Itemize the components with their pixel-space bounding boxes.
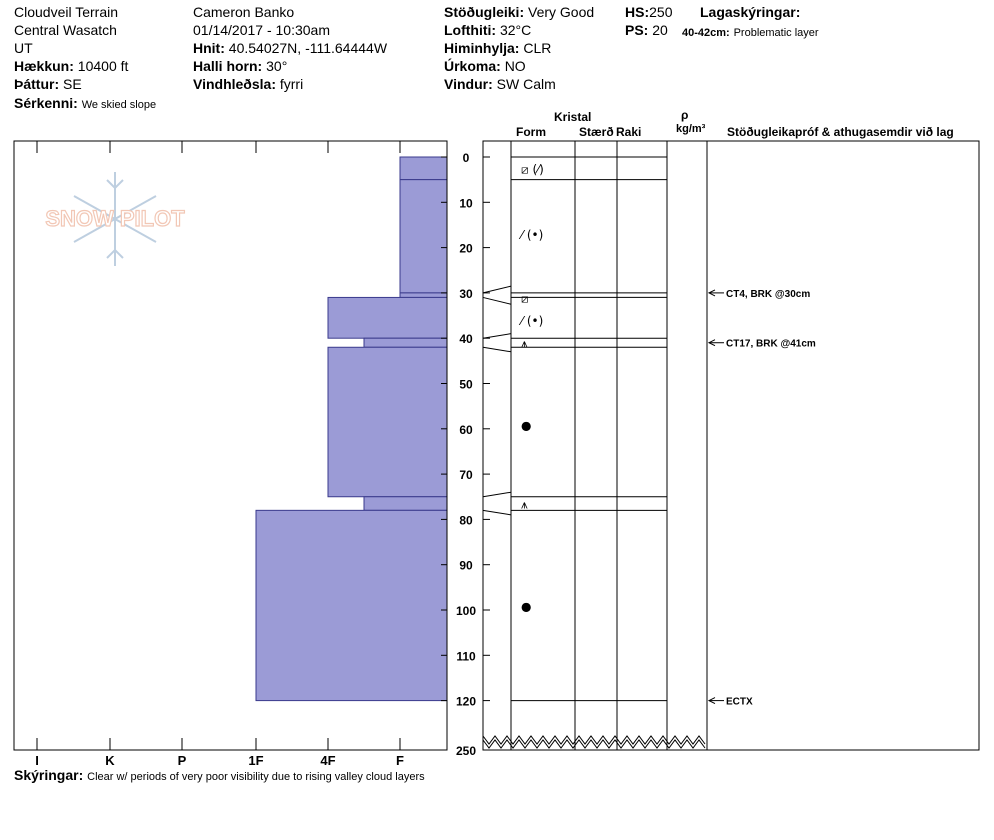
snowflake-icon [73, 172, 157, 266]
state-name: UT [14, 40, 33, 56]
layer-connector [482, 296, 512, 305]
wind: Vindur: SW Calm [444, 76, 556, 92]
depth-tick-label: 20 [459, 242, 473, 256]
crystal-header: Kristal [554, 110, 592, 124]
elevation: Hækkun: 10400 ft [14, 58, 129, 74]
grain-form-symbol: ⁄ (•) [518, 314, 543, 328]
layer-connector [482, 509, 512, 516]
layer-connector [482, 346, 512, 353]
comments-header: Stöðugleikapróf & athugasemdir við lag [727, 125, 954, 139]
snow-height: HS:250 [625, 4, 673, 20]
hardness-layer-bar [327, 296, 448, 339]
footer-notes: Skýringar: Clear w/ periods of very poor… [14, 767, 425, 783]
coordinates: Hnit: 40.54027N, -111.64444W [193, 40, 388, 56]
depth-tick-label: 110 [456, 649, 476, 663]
sky-cover: Himinhylja: CLR [444, 40, 552, 56]
legend-entry: 40-42cm: Problematic layer [682, 27, 819, 39]
size-header: Stærð [579, 125, 614, 139]
depth-tick-label: 120 [456, 695, 476, 709]
hardness-layer-bar [363, 337, 448, 348]
grain-form-symbol: ⧄ [521, 291, 529, 305]
hardness-layer-bar [399, 292, 448, 298]
slope-angle: Halli horn: 30° [193, 58, 288, 74]
layer-connector [482, 285, 512, 294]
hardness-tick-label: I [35, 753, 39, 768]
range-name: Central Wasatch [14, 22, 117, 38]
grain-form-symbol: ⧄ (⁄) [521, 162, 544, 176]
test-annotation: CT17, BRK @41cm [726, 339, 816, 350]
layer-connector [482, 491, 512, 498]
pit-score: PS: 20 [625, 22, 668, 38]
grain-form-symbol: ⩚ [521, 337, 528, 351]
grain-form-symbol: ⁄ (•) [518, 228, 543, 242]
depth-tick-label: 10 [459, 196, 473, 210]
depth-tick-label: 60 [459, 423, 473, 437]
legend-title: Lagaskýringar: [700, 4, 801, 20]
snow-pilot-logo: SNOW PILOT [45, 172, 186, 266]
hardness-layer-bar [399, 156, 448, 181]
stability: Stöðugleiki: Very Good [444, 4, 595, 20]
rho-header: ρ [681, 108, 689, 122]
depth-tick-label: 30 [459, 287, 473, 301]
observer: Cameron Banko [193, 4, 295, 20]
hardness-layer-bar [399, 179, 448, 294]
grain-form-symbol: ● [521, 418, 531, 432]
logo-text: SNOW PILOT [45, 206, 185, 231]
depth-tick-label: 40 [459, 332, 473, 346]
hardness-tick-label: K [105, 753, 115, 768]
hardness-tick-label: 4F [320, 753, 335, 768]
depth-tick-label: 90 [459, 559, 473, 573]
layer-connector [482, 333, 512, 339]
air-temperature: Lofthiti: 32°C [444, 22, 532, 38]
depth-tick-label: 50 [459, 378, 473, 392]
test-arrow-head [707, 339, 716, 347]
hardness-layer-bar [255, 509, 448, 702]
depth-tick-label: 70 [459, 468, 473, 482]
moisture-header: Raki [616, 125, 642, 139]
hardness-tick-label: F [396, 753, 404, 768]
precipitation: Úrkoma: NO [444, 58, 526, 74]
test-annotation: ECTX [726, 697, 753, 708]
features: Sérkenni: We skied slope [14, 95, 157, 111]
axis-break-line [482, 739, 706, 749]
test-arrow-head [707, 289, 716, 297]
hardness-plot-frame [13, 140, 448, 751]
datetime: 01/14/2017 - 10:30am [193, 22, 330, 38]
hardness-tick-label: 1F [248, 753, 263, 768]
depth-tick-label: 80 [459, 513, 473, 527]
depth-tick-label: 100 [456, 604, 476, 618]
hardness-layer-bar [363, 496, 448, 511]
depth-bottom-label: 250 [456, 744, 476, 758]
form-header: Form [516, 125, 546, 139]
location-name: Cloudveil Terrain [14, 4, 119, 20]
axis-break-line [482, 734, 706, 745]
aspect: Þáttur: SE [14, 76, 82, 92]
hardness-layer-bar [327, 346, 448, 498]
grain-form-symbol: ● [521, 599, 531, 613]
hardness-tick-label: P [178, 753, 187, 768]
wind-loading: Vindhleðsla: fyrri [193, 76, 304, 92]
test-arrow-head [707, 697, 716, 705]
depth-tick-label: 0 [463, 151, 470, 165]
density-unit-header: kg/m³ [676, 123, 706, 135]
crystal-grid-frame [482, 140, 980, 751]
grain-form-symbol: ⩚ [521, 498, 528, 512]
test-annotation: CT4, BRK @30cm [726, 289, 810, 300]
